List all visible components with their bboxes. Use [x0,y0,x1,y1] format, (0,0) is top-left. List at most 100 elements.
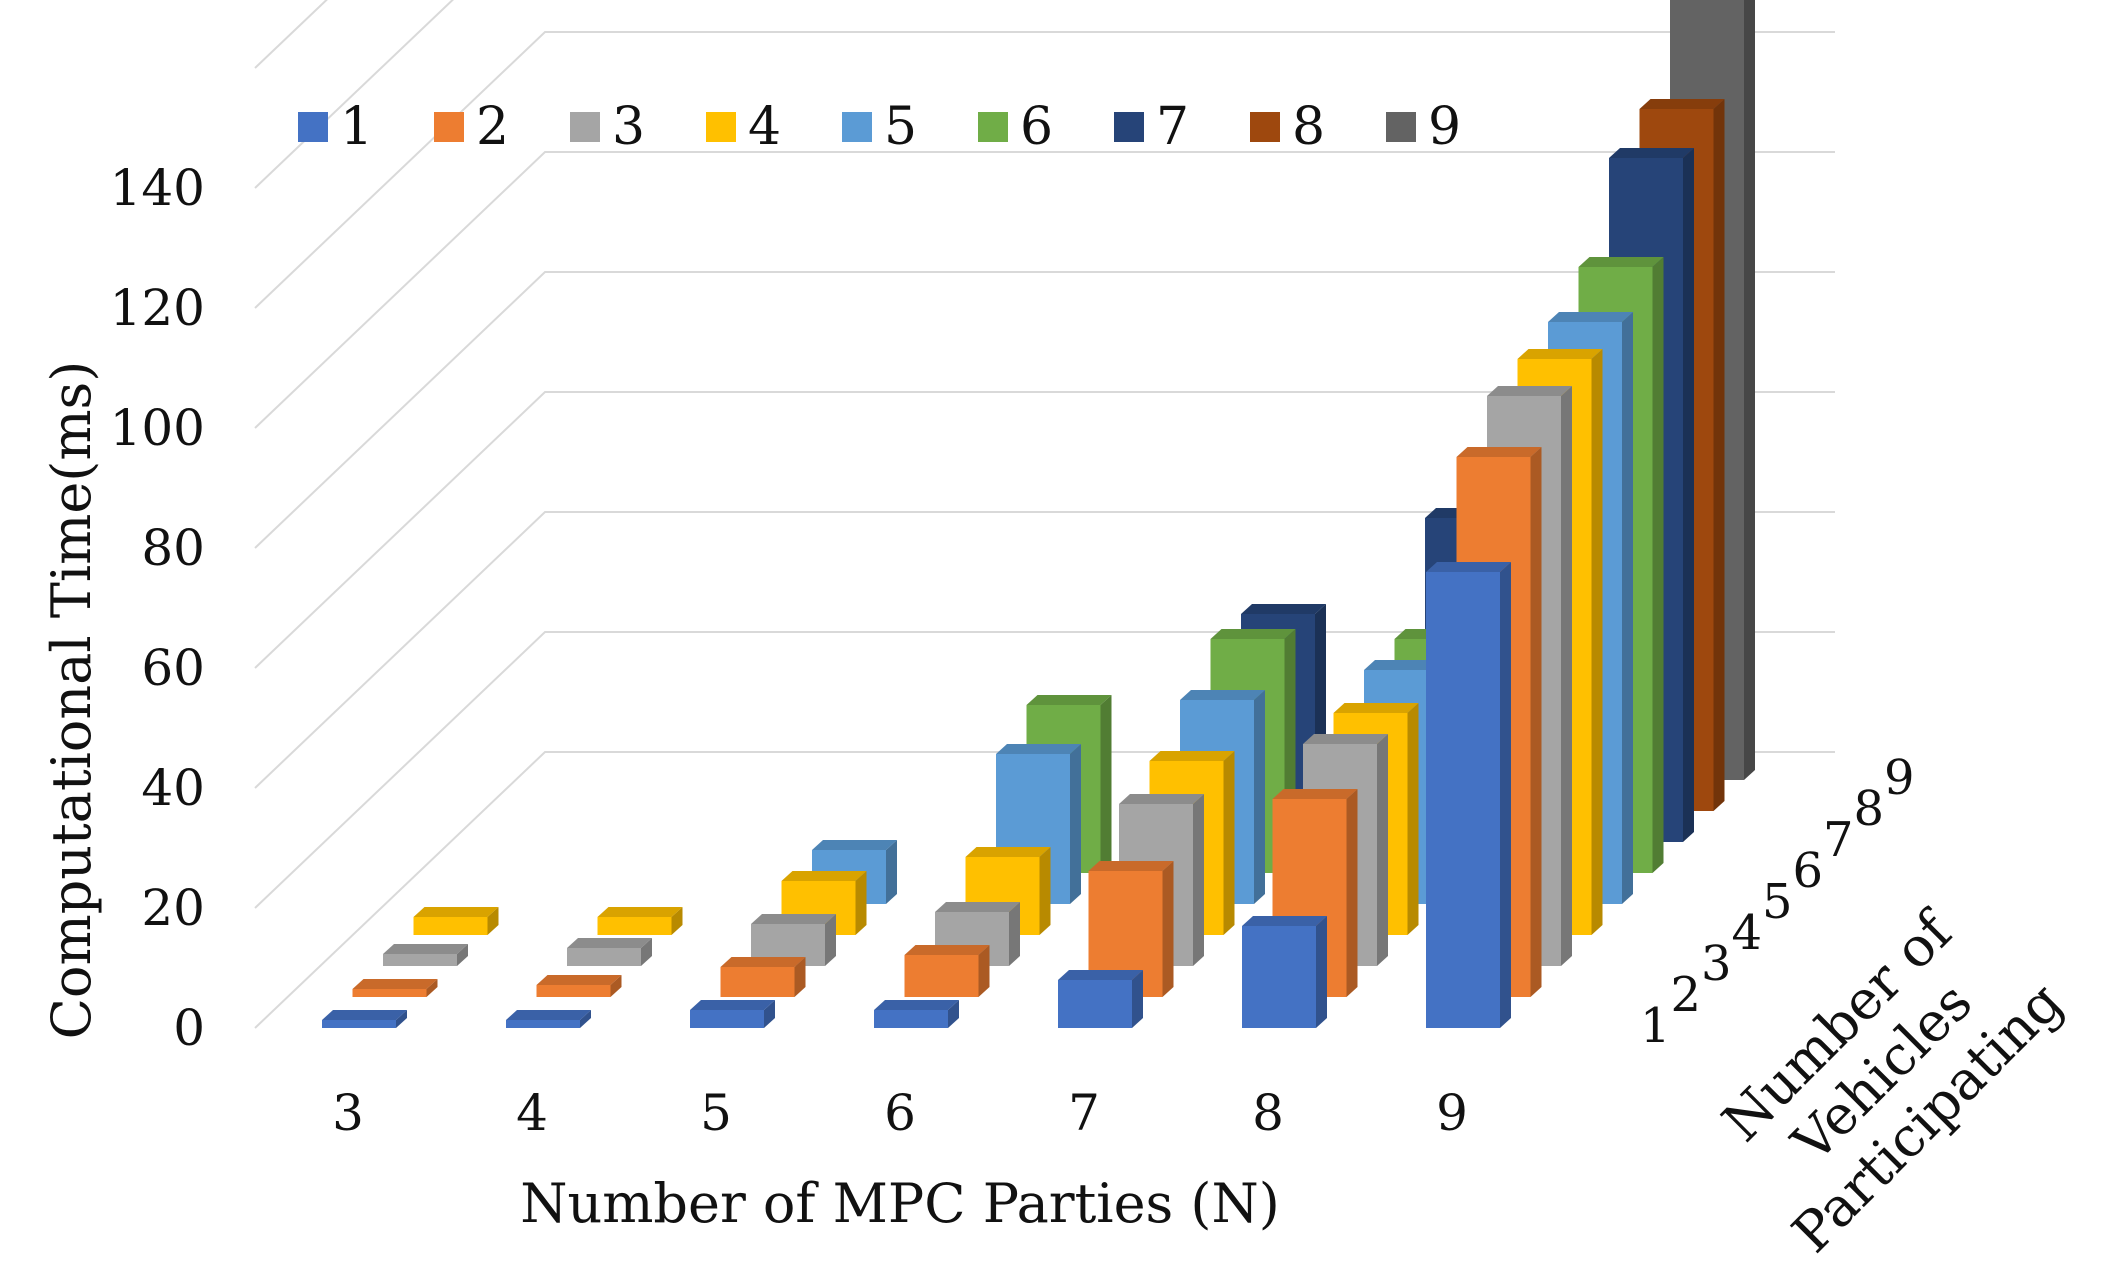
bar-side [1254,690,1265,904]
depth-tick-label: 9 [1884,750,1915,806]
bar-series-4-n4 [597,907,683,935]
bar-top [506,1010,591,1020]
y-tick-label: 60 [141,639,205,697]
depth-tick-label: 8 [1854,781,1885,837]
bar-side [1744,0,1755,780]
legend-item-4: 4 [706,97,781,157]
bar-side [1407,703,1419,935]
bar-top [1210,629,1296,639]
bar-front [413,917,488,935]
legend-label: 6 [1020,97,1053,157]
bar-side [886,840,897,904]
bars [322,0,1755,1028]
y-tick-label: 100 [110,399,205,457]
bar-top [904,945,990,955]
x-axis-title: Number of MPC Parties (N) [520,1172,1280,1235]
bar-side [1683,148,1694,842]
bar-front [352,989,427,997]
bar-top [352,979,438,989]
bar-top [1058,970,1143,980]
bar-top [781,871,867,881]
bar-top [935,902,1020,912]
legend-label: 8 [1292,97,1325,157]
y-axis-title: Computational Time(ms) [40,361,103,1040]
depth-tick-label: 7 [1823,812,1854,868]
bar-front [567,948,641,966]
bar-series-4-n3 [413,907,499,935]
bar-side [1100,695,1112,873]
bar-side [1162,861,1174,997]
bar-side [855,871,867,935]
bar-top [567,938,652,948]
x-axis-ticks: 3 4 5 6 7 8 9 [332,1084,1468,1142]
bar-top [1119,794,1204,804]
bar-front [536,985,611,997]
bar-series-2-n3 [352,979,438,997]
legend-swatch [1114,112,1144,142]
bar-series-1-n4 [506,1010,591,1028]
legend-label: 2 [476,97,509,157]
bar-top [1149,751,1235,761]
bar-series-1-n9 [1426,562,1511,1028]
bar-front [720,967,795,997]
bar-top [1272,789,1358,799]
bar-top [322,1010,407,1020]
bar-series-1-n5 [690,1000,775,1028]
legend-swatch [978,112,1008,142]
bar-side [580,1010,591,1028]
bar-side [396,1010,407,1028]
bar-front [506,1020,580,1028]
x-tick-label: 9 [1436,1084,1468,1142]
legend-item-6: 6 [978,97,1053,157]
bar-front [383,954,457,966]
bar-top [1333,703,1419,713]
bar-side [1591,349,1603,935]
gridlines [254,0,1835,1029]
y-tick-label: 120 [110,279,205,337]
bar-top [812,840,897,850]
gridline [254,0,328,69]
legend-swatch [570,112,600,142]
bar-top [536,975,622,985]
bar-series-2-n4 [536,975,622,997]
legend-label: 9 [1428,97,1461,157]
bar-side [1530,447,1542,997]
bar-top [1609,148,1694,158]
bar-side [1713,99,1725,811]
bar-side [794,957,806,997]
bar-top [383,944,468,954]
bar-top [1517,349,1603,359]
bar-front [874,1010,948,1028]
legend-item-9: 9 [1386,97,1461,157]
gridline [254,271,1835,549]
legend-item-8: 8 [1250,97,1325,157]
bar-top [1026,695,1112,705]
bar-side [1346,789,1358,997]
legend-swatch [434,112,464,142]
legend-label: 4 [748,97,781,157]
bar-top [1578,257,1664,267]
bar-side [1622,312,1633,904]
bar-top [751,914,836,924]
bar-front [597,917,672,935]
x-tick-label: 4 [516,1084,548,1142]
bar-series-3-n4 [567,938,652,966]
bar-top [1088,861,1174,871]
bar-front [1242,926,1316,1028]
gridline [254,31,1835,309]
bar-side [1652,257,1664,873]
legend-item-2: 2 [434,97,509,157]
bar-series-1-n6 [874,1000,959,1028]
bar-top [597,907,683,917]
legend-swatch [298,112,328,142]
legend-item-1: 1 [298,97,373,157]
bar-top [720,957,806,967]
bar-series-1-n3 [322,1010,407,1028]
bar-top [1180,690,1265,700]
bar-side [1009,902,1020,966]
legend-label: 7 [1156,97,1189,157]
legend-item-7: 7 [1114,97,1189,157]
gridline [254,511,1835,789]
bar-series-3-n3 [383,944,468,966]
